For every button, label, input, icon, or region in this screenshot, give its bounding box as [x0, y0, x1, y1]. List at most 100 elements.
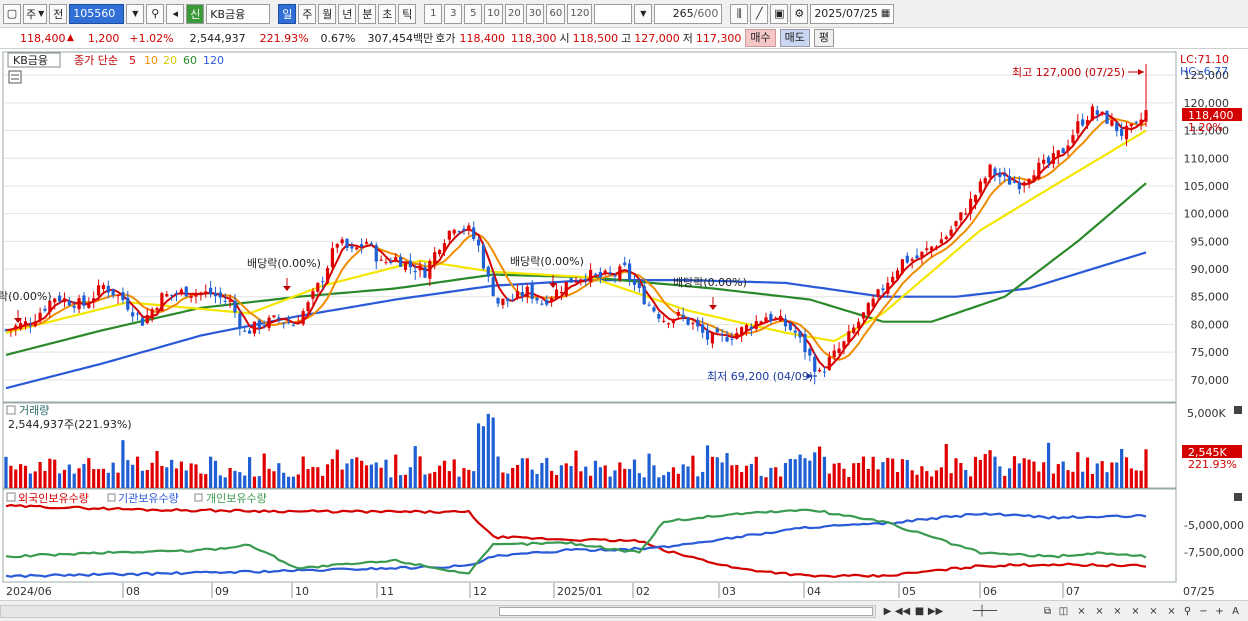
- price-tick-label: 105,000: [1184, 180, 1230, 193]
- volume-bar: [652, 465, 656, 488]
- tool4-icon[interactable]: ⨯: [1131, 606, 1140, 617]
- volume-bar: [233, 470, 237, 488]
- volume-bar: [72, 473, 76, 488]
- copy-icon[interactable]: ⧉: [1043, 606, 1052, 617]
- stock-code-input[interactable]: 105560: [69, 3, 125, 24]
- volume-bar: [501, 472, 505, 488]
- annotation-arrows: [806, 69, 1144, 379]
- x-tick-label: 07: [1066, 585, 1080, 598]
- period-button-5[interactable]: 초: [378, 3, 397, 24]
- volume-bar: [340, 469, 344, 488]
- candle-body: [930, 246, 934, 251]
- interval-button-4[interactable]: 20: [505, 3, 524, 24]
- stock-chart[interactable]: 70,000 75,000 80,000 85,000 90,000 95,000 100,…: [0, 50, 1248, 600]
- candle-body: [686, 317, 690, 325]
- zoom-out-icon[interactable]: ⚲: [1183, 606, 1192, 617]
- candle-body: [233, 300, 237, 313]
- save-icon[interactable]: ▣: [770, 3, 789, 24]
- scrollbar-thumb[interactable]: [499, 607, 873, 616]
- volume-bar: [1007, 468, 1012, 488]
- tool1-icon[interactable]: ⨯: [1077, 606, 1086, 617]
- candle-body: [179, 289, 183, 293]
- candle-body: [895, 270, 900, 279]
- tool5-icon[interactable]: ⨯: [1149, 606, 1158, 617]
- volume-bar: [1095, 463, 1099, 488]
- interval-button-3[interactable]: 10: [484, 3, 504, 24]
- tool2-icon[interactable]: ⨯: [1095, 606, 1104, 617]
- volume-bar: [813, 452, 817, 488]
- candle-type-icon[interactable]: ⫼: [730, 3, 749, 24]
- volume-bar: [506, 473, 510, 488]
- plus-icon[interactable]: +: [1215, 606, 1224, 617]
- search-icon[interactable]: ⚲: [146, 3, 165, 24]
- buy-button[interactable]: 매수: [745, 29, 776, 47]
- period-button-4[interactable]: 분: [358, 3, 377, 24]
- calendar-icon[interactable]: ▦: [880, 8, 891, 19]
- credit-badge[interactable]: 신: [186, 3, 205, 24]
- chart-icon[interactable]: ◫: [1058, 606, 1069, 617]
- prev-button[interactable]: 전: [49, 3, 68, 24]
- low-arrow-head: [806, 373, 813, 379]
- volume-close-icon[interactable]: [1234, 406, 1242, 414]
- period-button-3[interactable]: 년: [338, 3, 357, 24]
- volume-bar: [325, 464, 330, 488]
- interval-button-6[interactable]: 60: [546, 3, 566, 24]
- sell-button[interactable]: 매도: [779, 29, 810, 47]
- zoom-slider[interactable]: ─┼──: [972, 606, 998, 617]
- count-field[interactable]: 265/600: [654, 3, 723, 24]
- candle-body: [852, 327, 856, 334]
- period-button-1[interactable]: 주: [298, 3, 317, 24]
- candle-body: [379, 259, 383, 261]
- candle-body: [579, 279, 583, 282]
- candle-body: [301, 311, 305, 325]
- interval-input[interactable]: [594, 3, 633, 24]
- interval-dropdown-icon[interactable]: ▼: [634, 3, 653, 24]
- interval-button-2[interactable]: 5: [464, 3, 483, 24]
- candle-body: [462, 228, 466, 231]
- period-button-2[interactable]: 월: [318, 3, 337, 24]
- interval-button-0[interactable]: 1: [424, 3, 443, 24]
- holding-close-icon[interactable]: [1234, 493, 1242, 501]
- period-select[interactable]: 주 ▼: [23, 3, 48, 24]
- candle-body: [705, 329, 710, 340]
- volume-bar: [437, 465, 442, 488]
- rewind-icon[interactable]: ◀◀: [894, 606, 911, 617]
- fast-forward-icon[interactable]: ▶▶: [927, 606, 944, 617]
- candle-body: [520, 291, 525, 297]
- candle-body: [886, 282, 890, 294]
- volume-collapse-icon[interactable]: [6, 405, 16, 415]
- volume-bar: [866, 468, 870, 488]
- scroll-right-icon[interactable]: ▶: [883, 606, 892, 617]
- candle-body: [131, 312, 135, 317]
- volume-bar: [92, 469, 96, 488]
- volume-bar: [218, 475, 222, 488]
- volume-bar: [1003, 475, 1007, 488]
- interval-button-5[interactable]: 30: [525, 3, 545, 24]
- stop-icon[interactable]: ■: [914, 606, 925, 617]
- candle-body: [126, 297, 130, 310]
- holding-collapse-icon[interactable]: [6, 492, 16, 502]
- gear-icon[interactable]: ⚙: [790, 3, 809, 24]
- date-field[interactable]: 2025/07/25 ▦: [810, 3, 895, 24]
- font-size-icon[interactable]: A: [1232, 606, 1239, 617]
- volume-bar: [491, 417, 495, 488]
- period-button-6[interactable]: 틱: [398, 3, 417, 24]
- interval-button-1[interactable]: 3: [444, 3, 463, 24]
- code-dropdown-icon[interactable]: ▼: [126, 3, 145, 24]
- period-button-0[interactable]: 일: [278, 3, 297, 24]
- speaker-icon[interactable]: ◂: [166, 3, 185, 24]
- candle-body: [1134, 121, 1138, 123]
- stock-name-field[interactable]: KB금융: [206, 3, 271, 24]
- window-icon[interactable]: ▢: [3, 3, 21, 24]
- horizontal-scrollbar[interactable]: [0, 605, 876, 618]
- tool6-icon[interactable]: ⨯: [1167, 606, 1176, 617]
- drawing-tool-icon[interactable]: ╱: [750, 3, 769, 24]
- volume-bar: [1032, 461, 1036, 488]
- table-toggle-icon[interactable]: [8, 70, 22, 84]
- volume-tick-label: 5,000K: [1187, 407, 1226, 420]
- dividend-markers: [14, 275, 717, 323]
- tool3-icon[interactable]: ⨯: [1113, 606, 1122, 617]
- interval-button-7[interactable]: 120: [567, 3, 593, 24]
- minus-icon[interactable]: −: [1199, 606, 1208, 617]
- flat-button[interactable]: 평: [813, 29, 834, 47]
